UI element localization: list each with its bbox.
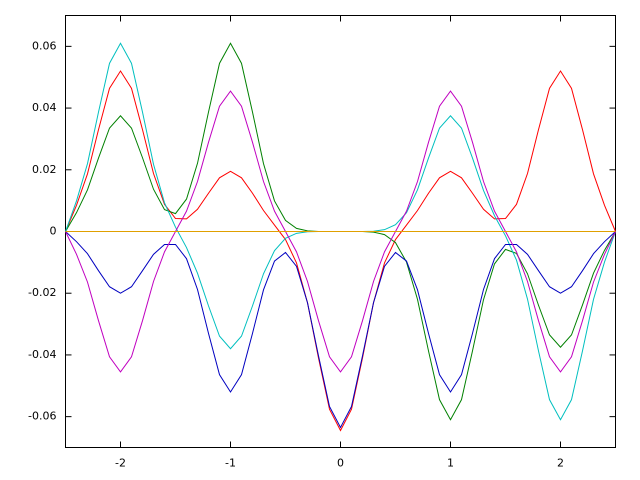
y-tick-label: 0.04 [32, 101, 57, 114]
y-tick-label: 0.06 [32, 39, 57, 52]
x-tick-label: -2 [115, 457, 126, 470]
series-line [65, 70, 616, 432]
x-tick-label: 0 [337, 457, 344, 470]
y-tick-label: -0.04 [28, 348, 56, 361]
y-tick-label: 0.02 [32, 163, 57, 176]
series-line [65, 231, 616, 429]
x-tick-label: -1 [225, 457, 236, 470]
y-tick-label: 0 [50, 225, 57, 238]
series-line [65, 90, 616, 373]
y-tick-label: -0.02 [28, 286, 56, 299]
x-tick-label: 2 [557, 457, 564, 470]
y-tick-label: -0.06 [28, 410, 56, 423]
x-tick-label: 1 [447, 457, 454, 470]
